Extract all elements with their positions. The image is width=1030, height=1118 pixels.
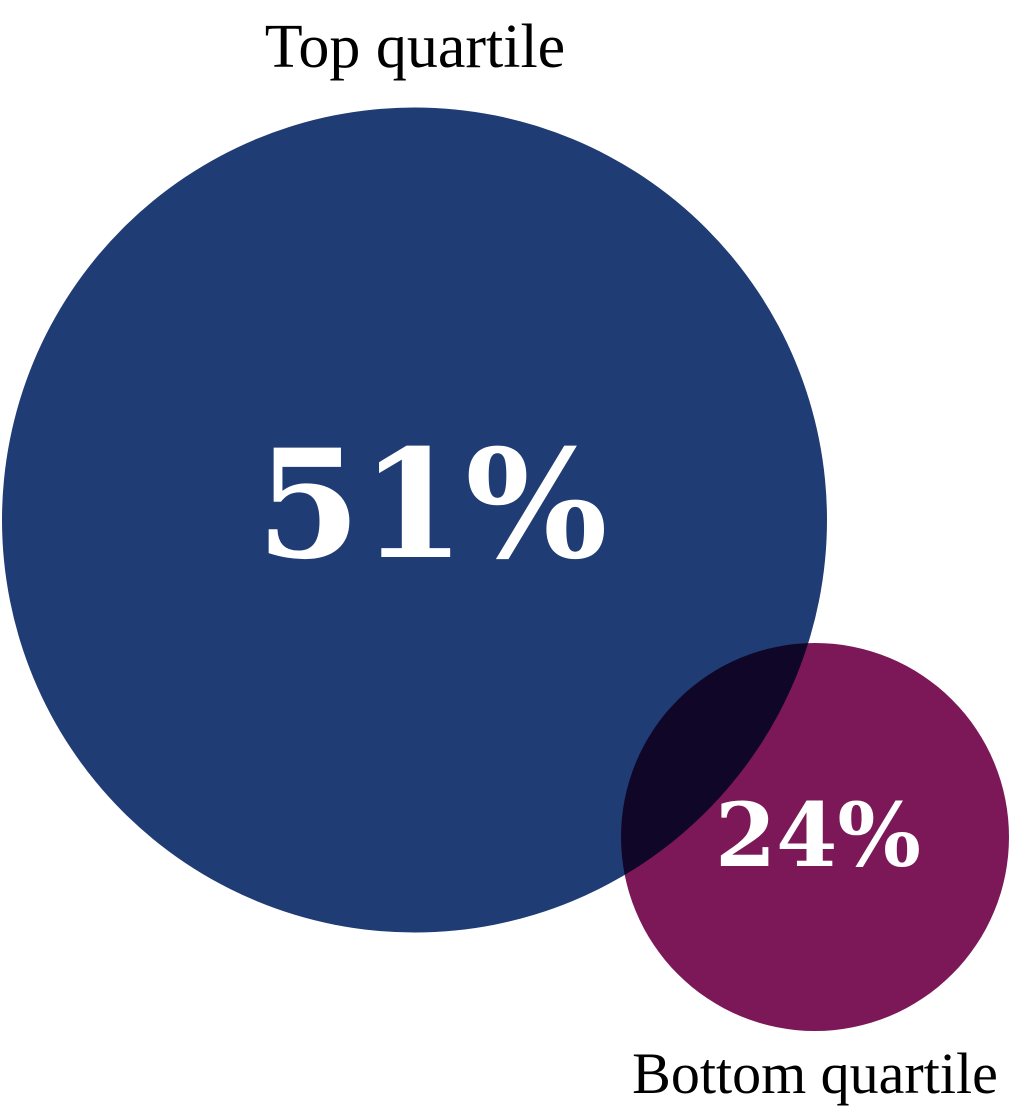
bubble-top-quartile xyxy=(2,107,827,933)
value-top-quartile: 51% xyxy=(256,417,607,593)
bubble-bottom-quartile xyxy=(621,643,1009,1031)
label-top-quartile: Top quartile xyxy=(265,13,565,81)
value-bottom-quartile: 24% xyxy=(715,783,921,887)
label-bottom-quartile: Bottom quartile xyxy=(632,1041,998,1106)
